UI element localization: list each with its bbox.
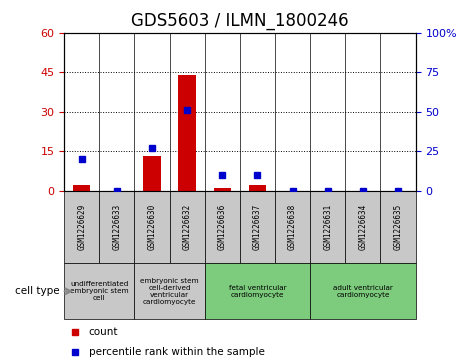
Bar bbox=[64, 191, 99, 263]
Text: GSM1226636: GSM1226636 bbox=[218, 204, 227, 250]
Text: embryonic stem
cell-derived
ventricular
cardiomyocyte: embryonic stem cell-derived ventricular … bbox=[140, 278, 199, 305]
Text: GSM1226630: GSM1226630 bbox=[148, 204, 156, 250]
Bar bbox=[99, 191, 134, 263]
Bar bbox=[310, 263, 416, 319]
Text: GSM1226632: GSM1226632 bbox=[183, 204, 191, 250]
Bar bbox=[205, 191, 240, 263]
Bar bbox=[64, 263, 134, 319]
Text: cell type: cell type bbox=[15, 286, 59, 296]
Text: GSM1226631: GSM1226631 bbox=[323, 204, 332, 250]
Text: count: count bbox=[89, 327, 118, 337]
Bar bbox=[179, 75, 196, 191]
Text: GSM1226629: GSM1226629 bbox=[77, 204, 86, 250]
Bar bbox=[134, 191, 170, 263]
Bar bbox=[380, 191, 416, 263]
Bar bbox=[134, 263, 205, 319]
Bar bbox=[170, 191, 205, 263]
Text: GSM1226633: GSM1226633 bbox=[113, 204, 121, 250]
Bar bbox=[240, 191, 275, 263]
Text: GSM1226637: GSM1226637 bbox=[253, 204, 262, 250]
Text: GSM1226638: GSM1226638 bbox=[288, 204, 297, 250]
Bar bbox=[345, 191, 380, 263]
Text: adult ventricular
cardiomyocyte: adult ventricular cardiomyocyte bbox=[333, 285, 393, 298]
Bar bbox=[310, 191, 345, 263]
Text: percentile rank within the sample: percentile rank within the sample bbox=[89, 347, 265, 357]
Bar bbox=[143, 156, 161, 191]
Bar bbox=[205, 263, 310, 319]
Text: undifferentiated
embryonic stem
cell: undifferentiated embryonic stem cell bbox=[70, 281, 129, 301]
Text: GSM1226635: GSM1226635 bbox=[394, 204, 402, 250]
Bar bbox=[249, 185, 266, 191]
Bar bbox=[275, 191, 310, 263]
Bar bbox=[73, 185, 91, 191]
Bar bbox=[213, 188, 231, 191]
Text: GSM1226634: GSM1226634 bbox=[359, 204, 367, 250]
Title: GDS5603 / ILMN_1800246: GDS5603 / ILMN_1800246 bbox=[131, 12, 349, 30]
Text: fetal ventricular
cardiomyocyte: fetal ventricular cardiomyocyte bbox=[228, 285, 286, 298]
